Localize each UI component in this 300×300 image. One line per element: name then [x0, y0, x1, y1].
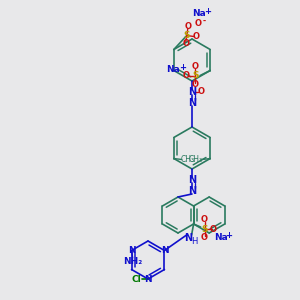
- Text: Na: Na: [166, 65, 180, 74]
- Text: O: O: [192, 62, 199, 71]
- Text: O: O: [182, 39, 189, 48]
- Text: N: N: [128, 246, 135, 255]
- Text: O: O: [194, 19, 201, 28]
- Text: O: O: [192, 80, 199, 89]
- Text: Na: Na: [192, 9, 206, 18]
- Text: O: O: [201, 215, 208, 224]
- Text: +: +: [225, 230, 232, 239]
- Text: -: -: [202, 17, 206, 26]
- Text: N: N: [188, 175, 196, 185]
- Text: O: O: [197, 88, 205, 97]
- Text: +: +: [204, 7, 211, 16]
- Text: N: N: [144, 274, 152, 284]
- Text: N: N: [188, 98, 196, 108]
- Text: S: S: [192, 71, 198, 80]
- Text: O: O: [201, 233, 208, 242]
- Text: NH₂: NH₂: [123, 257, 142, 266]
- Text: CH₃: CH₃: [181, 155, 195, 164]
- Text: CH₃: CH₃: [189, 155, 203, 164]
- Text: S: S: [184, 31, 190, 40]
- Text: S: S: [201, 224, 208, 233]
- Text: N: N: [188, 186, 196, 196]
- Text: H: H: [191, 238, 198, 247]
- Text: O: O: [184, 22, 191, 31]
- Text: O: O: [183, 71, 190, 80]
- Text: Na: Na: [214, 232, 227, 242]
- Text: O: O: [210, 224, 217, 233]
- Text: O: O: [192, 32, 199, 41]
- Text: N: N: [184, 233, 193, 243]
- Text: +: +: [179, 63, 186, 72]
- Text: Cl: Cl: [131, 274, 141, 284]
- Text: N: N: [160, 246, 168, 255]
- Text: N: N: [188, 87, 196, 97]
